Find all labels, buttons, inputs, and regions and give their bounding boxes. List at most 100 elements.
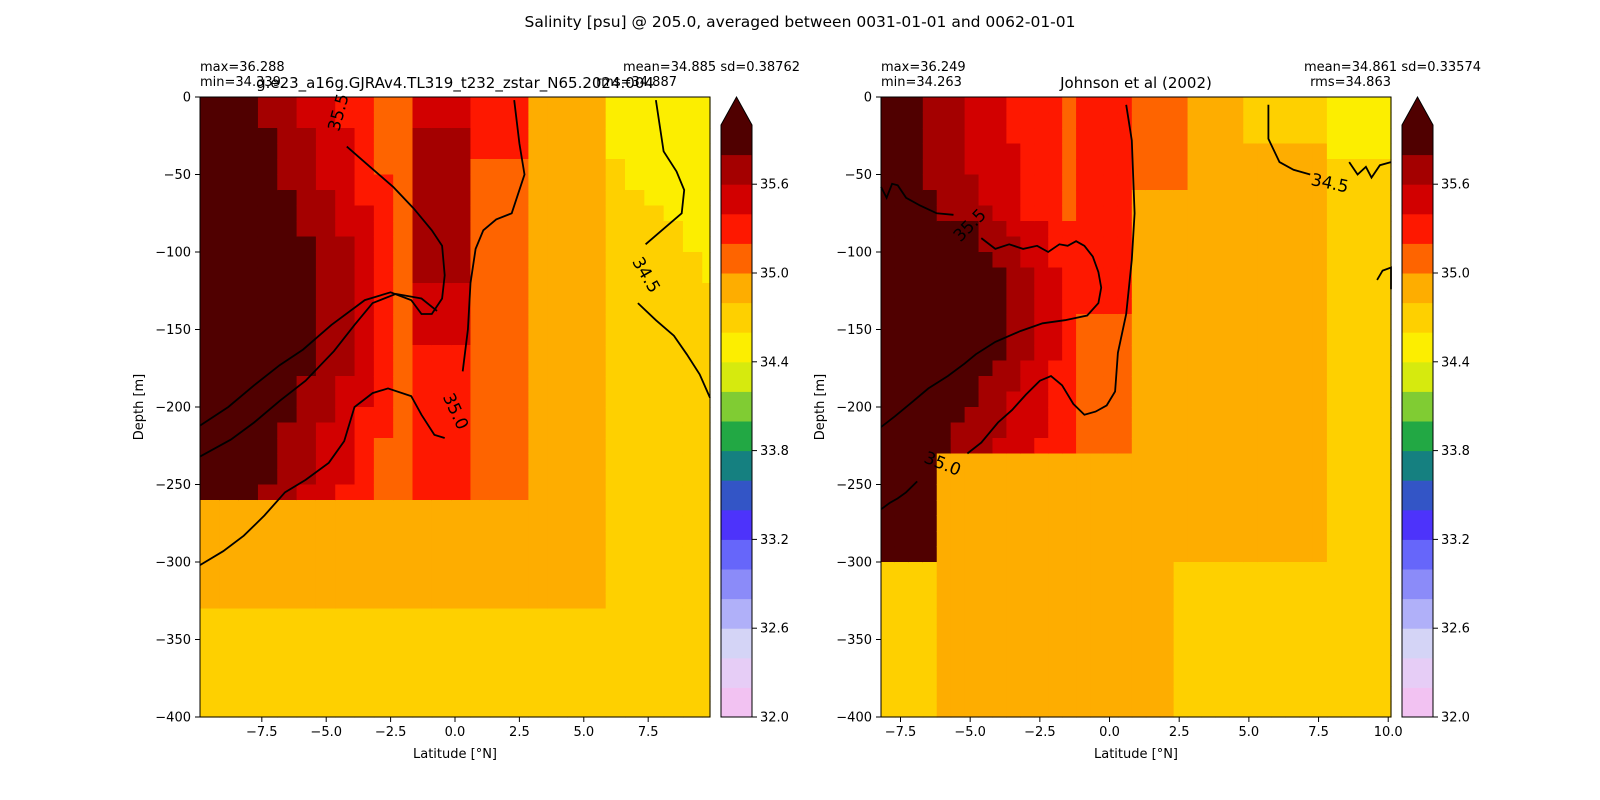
field-cell <box>978 593 994 610</box>
field-cell <box>1229 190 1244 207</box>
field-cell <box>1076 484 1091 501</box>
field-cell <box>373 221 394 238</box>
field-cell <box>881 624 896 641</box>
field-cell <box>1229 484 1244 501</box>
field-cell <box>936 267 952 284</box>
field-cell <box>277 531 298 548</box>
field-cell <box>1299 577 1314 594</box>
field-cell <box>1062 376 1077 393</box>
field-cell <box>1229 562 1244 579</box>
contour-line <box>637 302 711 399</box>
field-cell <box>1354 686 1370 703</box>
field-cell <box>1340 608 1356 625</box>
field-cell <box>1243 593 1258 610</box>
field-cell <box>1340 267 1356 284</box>
field-cell <box>219 159 240 176</box>
field-cell <box>1173 686 1189 703</box>
field-cell <box>1062 701 1077 718</box>
field-cell <box>894 360 910 377</box>
field-cell <box>1368 391 1384 408</box>
field-cell <box>547 221 568 238</box>
field-cell <box>567 360 587 377</box>
field-cell <box>950 686 966 703</box>
field-cell <box>1229 97 1244 114</box>
field-cell <box>1034 562 1049 579</box>
field-cell <box>1187 438 1203 455</box>
field-cell <box>950 329 966 346</box>
field-cell <box>1131 484 1147 501</box>
field-cell <box>1257 562 1272 579</box>
field-cell <box>1229 469 1244 486</box>
field-cell <box>1243 562 1258 579</box>
field-cell <box>1354 298 1370 315</box>
field-cell <box>489 267 510 284</box>
field-cell <box>567 97 587 114</box>
field-cell <box>335 97 356 114</box>
field-cell <box>1340 546 1356 563</box>
field-cell <box>393 422 414 439</box>
field-cell <box>431 407 452 424</box>
field-cell <box>1368 283 1384 300</box>
field-cell <box>950 484 966 501</box>
field-cell <box>200 298 220 315</box>
field-cell <box>950 500 966 517</box>
field-cell <box>644 624 665 641</box>
field-cell <box>1103 112 1119 129</box>
field-cell <box>238 469 259 486</box>
field-cell <box>1368 159 1384 176</box>
field-cell <box>586 701 607 718</box>
field-cell <box>257 143 278 160</box>
field-cell <box>1159 221 1175 238</box>
field-cell <box>1243 128 1258 145</box>
field-cell <box>200 515 220 532</box>
field-cell <box>625 670 645 687</box>
field-cell <box>586 174 607 191</box>
field-cell <box>296 236 317 253</box>
field-cell <box>567 345 587 362</box>
field-cell <box>1340 236 1356 253</box>
field-cell <box>1145 174 1161 191</box>
field-cell <box>567 376 587 393</box>
field-cell <box>1131 624 1147 641</box>
field-cell <box>625 484 645 501</box>
field-cell <box>1340 407 1356 424</box>
field-cell <box>644 484 665 501</box>
field-cell <box>1229 577 1244 594</box>
field-cell <box>451 360 472 377</box>
field-cell <box>682 500 703 517</box>
field-cell <box>1090 329 1105 346</box>
field-cell <box>373 345 394 362</box>
field-cell <box>277 236 298 253</box>
field-cell <box>1326 391 1342 408</box>
field-cell <box>644 298 665 315</box>
field-cell <box>1090 407 1105 424</box>
field-cell <box>1257 686 1272 703</box>
field-cell <box>1090 686 1105 703</box>
field-cell <box>257 298 278 315</box>
field-cell <box>950 298 966 315</box>
field-cell <box>625 314 645 331</box>
field-cell <box>644 438 665 455</box>
field-cell <box>922 670 938 687</box>
field-cell <box>1034 205 1049 222</box>
field-cell <box>625 174 645 191</box>
field-cell <box>470 469 491 486</box>
field-cell <box>567 298 587 315</box>
field-cell <box>1340 190 1356 207</box>
field-cell <box>1382 190 1392 207</box>
field-cell <box>1201 283 1217 300</box>
field-cell <box>936 484 952 501</box>
field-cell <box>1048 484 1063 501</box>
field-cell <box>663 345 684 362</box>
field-cell <box>509 670 530 687</box>
field-cell <box>1131 593 1147 610</box>
y-tick-label: −200 <box>836 401 872 416</box>
field-cell <box>354 298 375 315</box>
field-cell <box>528 128 549 145</box>
field-cell <box>1271 422 1286 439</box>
field-cell <box>586 236 607 253</box>
field-cell <box>219 701 240 718</box>
field-cell <box>1187 639 1203 656</box>
field-cell <box>1173 391 1189 408</box>
field-cell <box>1159 546 1175 563</box>
